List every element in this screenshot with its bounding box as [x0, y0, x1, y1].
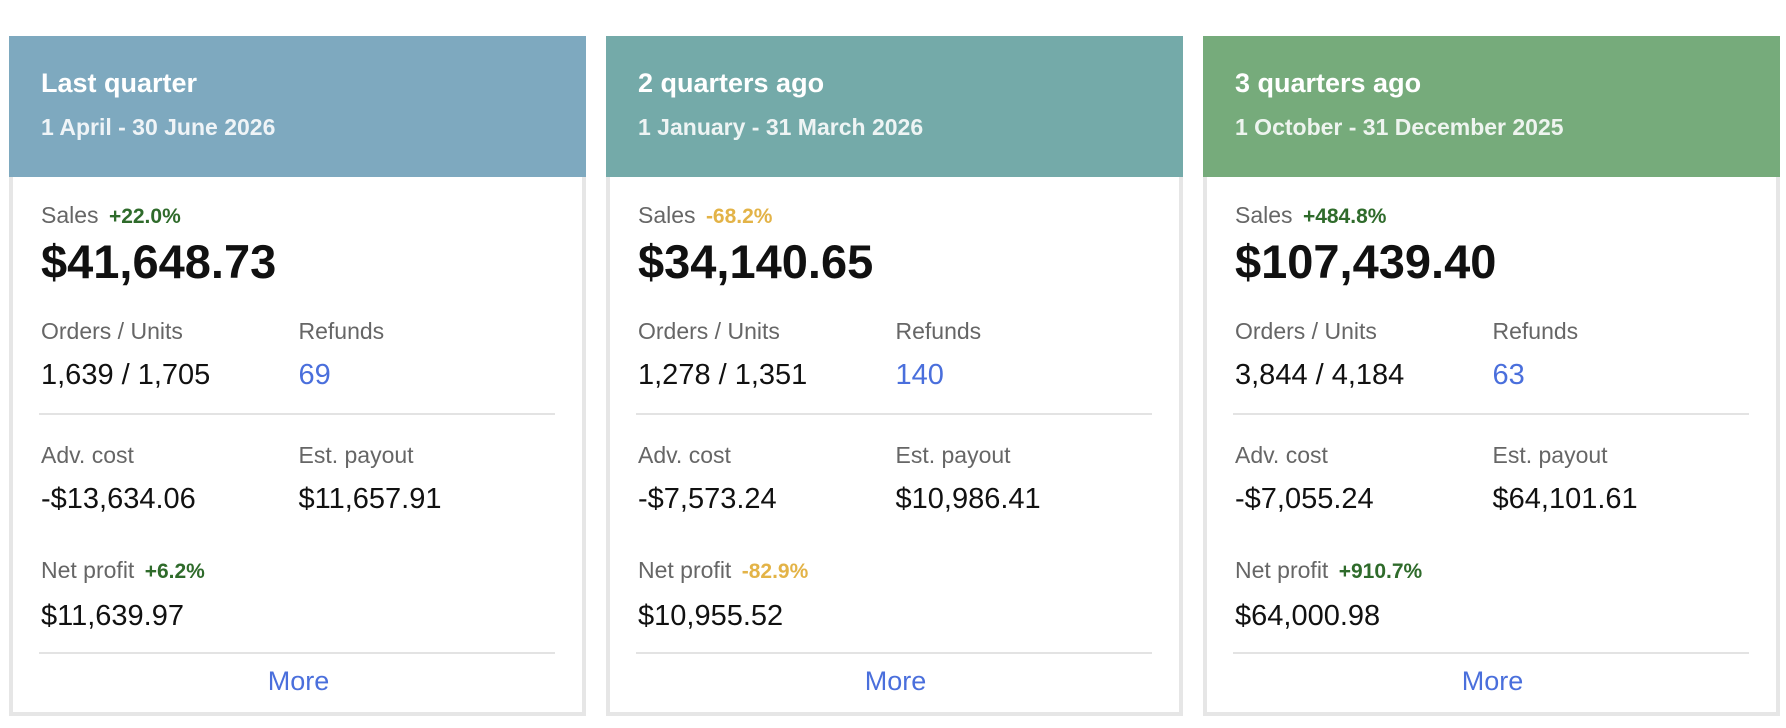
- period-card-3-quarters-ago: 3 quarters ago 1 October - 31 December 2…: [1203, 36, 1780, 716]
- adv-cost-value: -$13,634.06: [41, 483, 196, 515]
- orders-units-label: Orders / Units: [638, 318, 780, 344]
- cost-payout-row: Adv. cost -$7,573.24 Est. payout $10,986…: [638, 441, 1153, 517]
- sales-value: $34,140.65: [638, 235, 874, 288]
- adv-cost-label: Adv. cost: [41, 442, 134, 468]
- net-profit-label: Net profit: [1235, 557, 1329, 583]
- cost-payout-row: Adv. cost -$7,055.24 Est. payout $64,101…: [1235, 441, 1750, 517]
- card-header: 3 quarters ago 1 October - 31 December 2…: [1203, 36, 1780, 177]
- divider: [636, 652, 1152, 654]
- period-card-last-quarter: Last quarter 1 April - 30 June 2026 Sale…: [9, 36, 586, 716]
- more-link[interactable]: More: [864, 666, 927, 696]
- card-title: Last quarter: [41, 68, 198, 98]
- net-profit-label-row: Net profit +910.7%: [1235, 556, 1750, 586]
- sales-label: Sales: [41, 202, 99, 228]
- cost-payout-row: Adv. cost -$13,634.06 Est. payout $11,65…: [41, 441, 556, 517]
- sales-change-badge: +484.8%: [1302, 205, 1387, 228]
- adv-cost-label: Adv. cost: [1235, 442, 1328, 468]
- more-link[interactable]: More: [1461, 666, 1524, 696]
- net-profit-label-row: Net profit -82.9%: [638, 556, 1153, 586]
- orders-units-value: 1,278 / 1,351: [638, 359, 808, 391]
- card-date-range: 1 April - 30 June 2026: [41, 114, 276, 140]
- net-profit-value: $10,955.52: [638, 600, 784, 632]
- more-link[interactable]: More: [267, 666, 330, 696]
- est-payout-label: Est. payout: [298, 442, 414, 468]
- sales-value: $41,648.73: [41, 235, 277, 288]
- sales-label: Sales: [1235, 202, 1293, 228]
- orders-refunds-row: Orders / Units 3,844 / 4,184 Refunds 63: [1235, 317, 1750, 393]
- refunds-label: Refunds: [1492, 318, 1579, 344]
- net-profit-block: Net profit -82.9% $10,955.52: [638, 556, 1153, 634]
- orders-units-value: 1,639 / 1,705: [41, 359, 211, 391]
- net-profit-change-badge: +6.2%: [144, 560, 205, 583]
- net-profit-label-row: Net profit +6.2%: [41, 556, 556, 586]
- net-profit-value: $11,639.97: [41, 600, 184, 632]
- sales-value: $107,439.40: [1235, 235, 1497, 288]
- net-profit-value: $64,000.98: [1235, 600, 1381, 632]
- divider: [39, 652, 555, 654]
- card-header: 2 quarters ago 1 January - 31 March 2026: [606, 36, 1183, 177]
- refunds-label: Refunds: [895, 318, 982, 344]
- orders-units-label: Orders / Units: [41, 318, 183, 344]
- orders-units-value: 3,844 / 4,184: [1235, 359, 1405, 391]
- net-profit-change-badge: +910.7%: [1338, 560, 1423, 583]
- adv-cost-value: -$7,573.24: [638, 483, 777, 515]
- refunds-link[interactable]: 140: [895, 359, 944, 391]
- est-payout-value: $64,101.61: [1492, 483, 1638, 515]
- divider: [636, 413, 1152, 415]
- net-profit-block: Net profit +910.7% $64,000.98: [1235, 556, 1750, 634]
- card-date-range: 1 October - 31 December 2025: [1235, 114, 1564, 140]
- card-body: Sales -68.2% $34,140.65 Orders / Units 1…: [610, 202, 1179, 698]
- net-profit-block: Net profit +6.2% $11,639.97: [41, 556, 556, 634]
- period-card-2-quarters-ago: 2 quarters ago 1 January - 31 March 2026…: [606, 36, 1183, 716]
- adv-cost-value: -$7,055.24: [1235, 483, 1374, 515]
- est-payout-label: Est. payout: [895, 442, 1011, 468]
- divider: [1233, 652, 1749, 654]
- orders-refunds-row: Orders / Units 1,639 / 1,705 Refunds 69: [41, 317, 556, 393]
- refunds-link[interactable]: 63: [1492, 359, 1525, 391]
- card-date-range: 1 January - 31 March 2026: [638, 114, 924, 140]
- net-profit-label: Net profit: [638, 557, 732, 583]
- net-profit-change-badge: -82.9%: [741, 560, 809, 583]
- divider: [1233, 413, 1749, 415]
- sales-label-row: Sales +22.0%: [41, 202, 556, 230]
- sales-label-row: Sales +484.8%: [1235, 202, 1750, 230]
- orders-units-label: Orders / Units: [1235, 318, 1377, 344]
- card-body: Sales +484.8% $107,439.40 Orders / Units…: [1207, 202, 1776, 698]
- adv-cost-label: Adv. cost: [638, 442, 731, 468]
- orders-refunds-row: Orders / Units 1,278 / 1,351 Refunds 140: [638, 317, 1153, 393]
- net-profit-label: Net profit: [41, 557, 135, 583]
- card-title: 3 quarters ago: [1235, 68, 1422, 98]
- refunds-link[interactable]: 69: [298, 359, 331, 391]
- card-title: 2 quarters ago: [638, 68, 825, 98]
- card-header: Last quarter 1 April - 30 June 2026: [9, 36, 586, 177]
- sales-label: Sales: [638, 202, 696, 228]
- est-payout-value: $11,657.91: [298, 483, 442, 515]
- est-payout-value: $10,986.41: [895, 483, 1041, 515]
- sales-change-badge: +22.0%: [108, 205, 181, 228]
- sales-change-badge: -68.2%: [705, 205, 773, 228]
- period-cards: Last quarter 1 April - 30 June 2026 Sale…: [9, 36, 1780, 716]
- sales-label-row: Sales -68.2%: [638, 202, 1153, 230]
- refunds-label: Refunds: [298, 318, 385, 344]
- est-payout-label: Est. payout: [1492, 442, 1608, 468]
- divider: [39, 413, 555, 415]
- card-body: Sales +22.0% $41,648.73 Orders / Units 1…: [13, 202, 582, 698]
